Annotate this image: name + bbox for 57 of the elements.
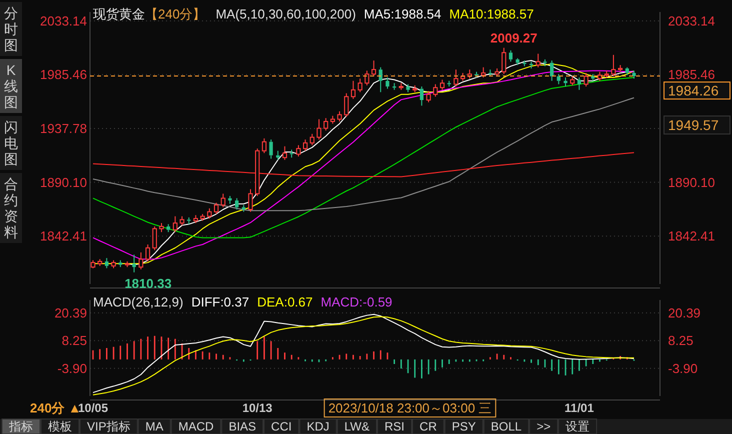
text: RSI	[384, 420, 405, 434]
text: 闪电图	[4, 119, 18, 167]
text: CR	[420, 420, 438, 434]
text: 1949.57	[668, 117, 719, 133]
y2-tick-label: 1890.10	[668, 174, 715, 190]
candlestick	[132, 254, 136, 273]
text: 指标	[8, 420, 33, 434]
text: 模板	[48, 420, 72, 434]
annotation: MACD:-0.59	[320, 294, 392, 310]
y2-tick-label: 8.25	[668, 333, 694, 348]
text: BOLL	[490, 420, 522, 434]
y-tick-label: 1890.10	[40, 174, 87, 190]
y-tick-label: 8.25	[62, 333, 87, 348]
text: 设置	[566, 420, 590, 434]
candlestick	[564, 76, 568, 87]
series-label: DIFF:0.37	[191, 294, 250, 310]
text: LW&	[344, 420, 370, 434]
text: MA	[145, 420, 164, 434]
text: BIAS	[228, 420, 256, 434]
annotation: MACD(26,12,9)	[93, 294, 184, 310]
text: VIP指标	[87, 420, 130, 434]
x-tick-label: 10/13	[242, 401, 273, 415]
text: PSY	[452, 420, 476, 434]
text: K线图	[4, 62, 18, 110]
x-tick-label: 11/01	[564, 401, 594, 415]
ref-line-label: 1984.26	[668, 82, 719, 99]
y2-tick-label: -3.90	[668, 360, 698, 376]
candlestick	[550, 60, 554, 82]
y2-tick-label: 1985.46	[668, 67, 715, 82]
text: 2023/10/18 23:00～03:00 三	[328, 400, 492, 416]
y2-tick-label: 1842.41	[668, 228, 715, 244]
y-tick-label: -3.90	[57, 360, 87, 376]
text: 分时图	[4, 5, 18, 53]
text: 合约资料	[4, 176, 18, 240]
chart-title: 现货黄金	[93, 6, 145, 22]
annotation: 1810.33	[124, 276, 172, 291]
chart-subtitle: 【240分】	[145, 6, 206, 22]
y-tick-label: 1985.46	[40, 67, 87, 82]
text: MA10:1988.57	[449, 6, 534, 22]
text: MACD	[178, 420, 214, 434]
x-tick-label: 10/05	[78, 401, 108, 415]
text: >>	[536, 420, 551, 434]
line-series	[92, 97, 634, 212]
y-tick-label: 2033.14	[40, 13, 87, 28]
text: KDJ	[306, 420, 330, 434]
y-tick-label: 20.39	[54, 305, 87, 320]
y-tick-label: 1842.41	[40, 228, 87, 244]
series-label: DEA:0.67	[257, 294, 313, 310]
candlestick	[632, 70, 636, 80]
y-tick-label: 1937.78	[40, 120, 87, 136]
text: MA5:1988.54	[364, 6, 442, 22]
line-series	[92, 152, 634, 178]
annotation: MA(5,10,30,60,100,200)	[216, 6, 356, 22]
text: CCI	[271, 420, 292, 434]
y2-tick-label: 2033.14	[668, 13, 715, 28]
y2-tick-label: 20.39	[668, 305, 701, 320]
annotation: 2009.27	[490, 30, 538, 46]
